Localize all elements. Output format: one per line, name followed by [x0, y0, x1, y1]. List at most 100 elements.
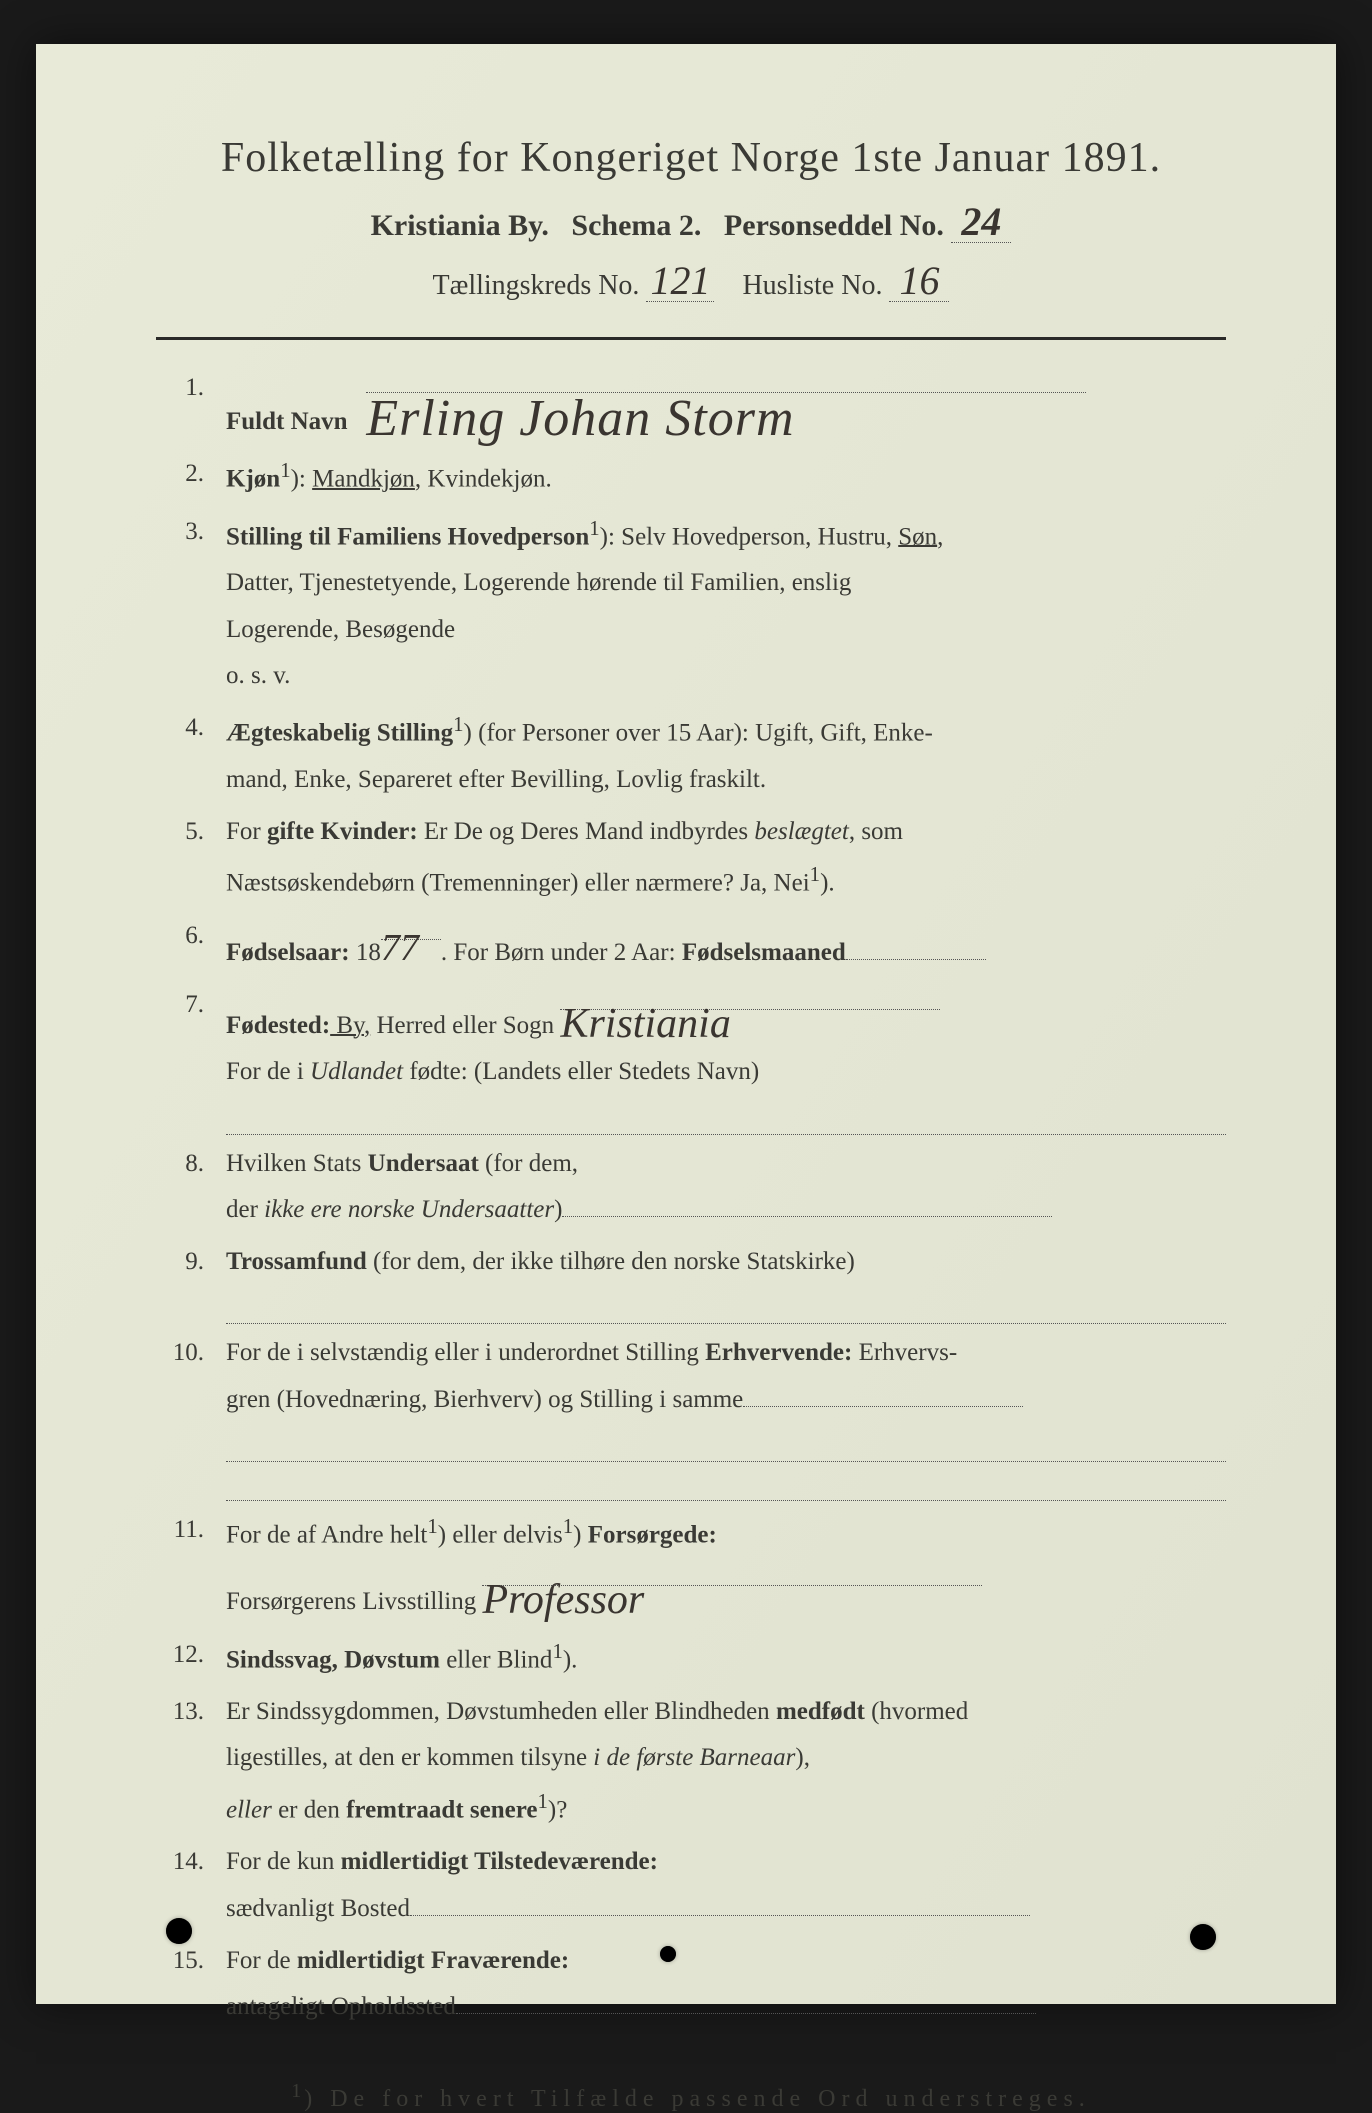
footnote-ref: 1	[427, 1514, 437, 1538]
label-fravaerende: midlertidigt Fraværende:	[297, 1947, 569, 1974]
footnote-ref: 1	[552, 1639, 562, 1663]
item-body: Fuldt Navn Erling Johan Storm	[226, 365, 1226, 445]
text: (hvormed	[865, 1698, 968, 1725]
footnote-ref: 1	[537, 1789, 547, 1813]
item-6: 6. Fødselsaar: 1877. For Børn under 2 Aa…	[156, 913, 1226, 976]
text: gren (Hovednæring, Bierhverv) og Stillin…	[226, 1386, 743, 1413]
text: Datter, Tjenestetyende, Logerende hørend…	[226, 569, 851, 596]
religion-blank	[226, 1289, 1226, 1324]
label-fuldt-navn: Fuldt Navn	[226, 408, 348, 435]
item-body: Er Sindssygdommen, Døvstumheden eller Bl…	[226, 1689, 1226, 1833]
item-number: 3.	[156, 509, 226, 699]
son-underlined: Søn	[898, 523, 937, 550]
form-header: Folketælling for Kongeriget Norge 1ste J…	[156, 134, 1226, 302]
residence-blank	[410, 1888, 1030, 1916]
punch-hole-icon	[660, 1946, 676, 1962]
label-fodested: Fødested:	[226, 1012, 330, 1039]
citizenship-blank	[562, 1189, 1052, 1217]
personseddel-label: Personseddel No.	[724, 209, 944, 242]
footnote-ref: 1	[563, 1514, 573, 1538]
husliste-label: Husliste No.	[742, 270, 882, 301]
text: Erhvervs-	[852, 1339, 957, 1366]
item-body: Trossamfund (for dem, der ikke tilhøre d…	[226, 1239, 1226, 1324]
text: der	[226, 1196, 264, 1223]
label-undersaat: Undersaat	[368, 1150, 479, 1177]
text: ) (for Personer over 15 Aar): Ugift, Gif…	[464, 719, 933, 746]
item-number: 1.	[156, 365, 226, 445]
kreds-no-handwritten: 121	[646, 261, 714, 302]
occupation-blank	[743, 1379, 1023, 1407]
item-number: 14.	[156, 1839, 226, 1932]
schema: Schema 2.	[571, 209, 701, 242]
subtitle-row-1: Kristiania By. Schema 2. Personseddel No…	[156, 202, 1226, 243]
occupation-blank-3	[226, 1466, 1226, 1501]
item-2: 2. Kjøn1): Mandkjøn, Kvindekjøn.	[156, 451, 1226, 503]
main-title: Folketælling for Kongeriget Norge 1ste J…	[156, 134, 1226, 182]
medfodt: medfødt	[776, 1698, 865, 1725]
item-13: 13. Er Sindssygdommen, Døvstumheden elle…	[156, 1689, 1226, 1833]
header-divider	[156, 337, 1226, 340]
birthplace-handwritten: Kristiania	[560, 1001, 730, 1047]
item-8: 8. Hvilken Stats Undersaat (for dem, der…	[156, 1141, 1226, 1234]
text: Forsørgerens Livsstilling	[226, 1588, 476, 1615]
occupation-blank-2	[226, 1427, 1226, 1462]
punch-hole-icon	[166, 1918, 192, 1944]
text: ):	[291, 466, 313, 493]
label-trossamfund: Trossamfund	[226, 1248, 367, 1275]
item-number: 10.	[156, 1330, 226, 1501]
label-sindssvag: Sindssvag, Døvstum	[226, 1646, 440, 1673]
city: Kristiania By.	[371, 209, 549, 242]
text: )	[573, 1521, 588, 1548]
foreign-birthplace-blank	[226, 1100, 1226, 1135]
whereabouts-blank	[456, 1987, 1036, 2015]
kreds-label: Tællingskreds No.	[433, 270, 640, 301]
item-14: 14. For de kun midlertidigt Tilstedevære…	[156, 1839, 1226, 1932]
item-number: 7.	[156, 982, 226, 1135]
item-number: 8.	[156, 1141, 226, 1234]
text: Er Sindssygdommen, Døvstumheden eller Bl…	[226, 1698, 776, 1725]
text: ligestilles, at den er kommen tilsyne	[226, 1744, 593, 1771]
item-number: 4.	[156, 705, 226, 803]
item-12: 12. Sindssvag, Døvstum eller Blind1).	[156, 1632, 1226, 1684]
item-body: Hvilken Stats Undersaat (for dem, der ik…	[226, 1141, 1226, 1234]
label-gifte-kvinder: gifte Kvinder:	[267, 818, 418, 845]
item-body: For de i selvstændig eller i underordnet…	[226, 1330, 1226, 1501]
label-stilling: Stilling til Familiens Hovedperson	[226, 523, 589, 550]
text: 18	[350, 939, 381, 966]
text: sædvanligt Bosted	[226, 1895, 410, 1922]
beslaegtet: beslægtet	[754, 818, 848, 845]
item-body: For de kun midlertidigt Tilstedeværende:…	[226, 1839, 1226, 1932]
item-body: For gifte Kvinder: Er De og Deres Mand i…	[226, 809, 1226, 907]
text: For de	[226, 1947, 297, 1974]
footnote-marker: 1	[291, 2080, 304, 2102]
item-body: For de af Andre helt1) eller delvis1) Fo…	[226, 1507, 1226, 1626]
item-body: Sindssvag, Døvstum eller Blind1).	[226, 1632, 1226, 1684]
item-body: For de midlertidigt Fraværende: antageli…	[226, 1938, 1226, 2031]
provider-occupation-handwritten: Professor	[482, 1577, 644, 1623]
item-10: 10. For de i selvstændig eller i underor…	[156, 1330, 1226, 1501]
item-4: 4. Ægteskabelig Stilling1) (for Personer…	[156, 705, 1226, 803]
item-body: Fødselsaar: 1877. For Børn under 2 Aar: …	[226, 913, 1226, 976]
footnote-ref: 1	[280, 458, 290, 482]
text: ).	[563, 1646, 578, 1673]
item-body: Ægteskabelig Stilling1) (for Personer ov…	[226, 705, 1226, 803]
by-underlined: By,	[330, 1012, 370, 1039]
eller: eller	[226, 1796, 272, 1823]
item-body: Stilling til Familiens Hovedperson1): Se…	[226, 509, 1226, 699]
label-fodselsmaaned: Fødselsmaaned	[682, 939, 846, 966]
personseddel-no-handwritten: 24	[951, 202, 1011, 243]
text: eller Blind	[440, 1646, 552, 1673]
ikke-norske: ikke ere norske Undersaatter	[264, 1196, 554, 1223]
item-number: 15.	[156, 1938, 226, 2031]
text: For de kun	[226, 1848, 341, 1875]
subtitle-row-2: Tællingskreds No. 121 Husliste No. 16	[156, 261, 1226, 302]
text: mand, Enke, Separeret efter Bevilling, L…	[226, 766, 766, 793]
item-5: 5. For gifte Kvinder: Er De og Deres Man…	[156, 809, 1226, 907]
forste-barneaar: i de første Barneaar	[593, 1744, 795, 1771]
item-11: 11. For de af Andre helt1) eller delvis1…	[156, 1507, 1226, 1626]
item-9: 9. Trossamfund (for dem, der ikke tilhør…	[156, 1239, 1226, 1324]
text: o. s. v.	[226, 662, 290, 689]
text: ,	[937, 523, 943, 550]
birth-month-blank	[846, 932, 986, 960]
label-forsorgede: Forsørgede:	[588, 1521, 717, 1548]
